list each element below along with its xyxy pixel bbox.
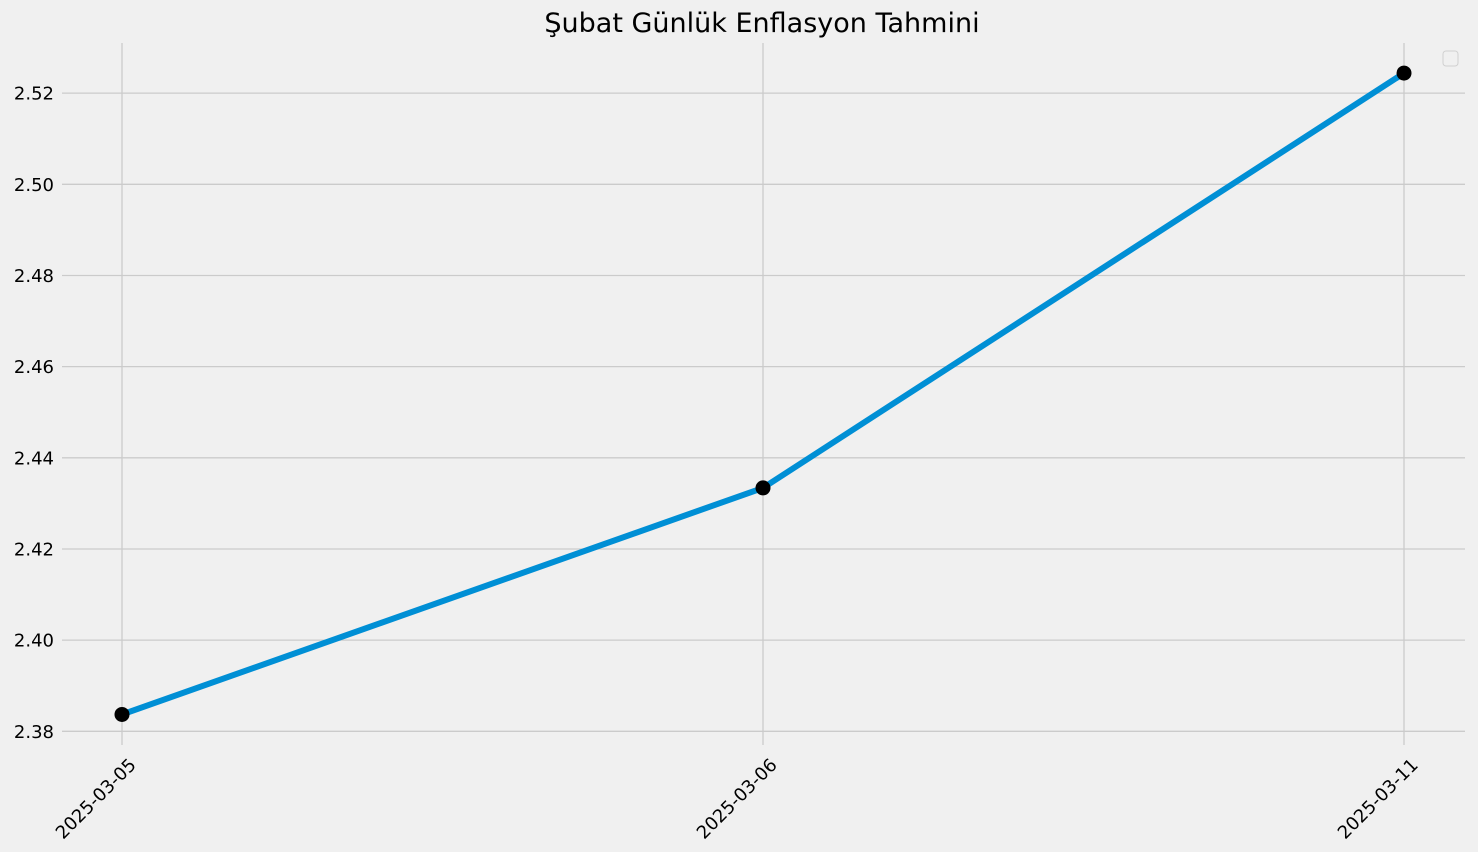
chart-title: Şubat Günlük Enflasyon Tahmini bbox=[544, 8, 979, 39]
data-point bbox=[755, 480, 771, 496]
data-point bbox=[1396, 65, 1412, 81]
legend-box bbox=[1442, 50, 1459, 67]
series-layer bbox=[114, 65, 1412, 722]
y-tick-label: 2.52 bbox=[14, 84, 54, 105]
y-tick-label: 2.40 bbox=[14, 631, 54, 652]
y-tick-label: 2.38 bbox=[14, 722, 54, 743]
legend bbox=[1442, 50, 1459, 67]
x-gridlines bbox=[121, 43, 1405, 745]
data-point bbox=[114, 706, 130, 722]
y-tick-label: 2.44 bbox=[14, 448, 54, 469]
y-tick-label: 2.42 bbox=[14, 539, 54, 560]
y-tick-label: 2.48 bbox=[14, 266, 54, 287]
y-tick-label: 2.50 bbox=[14, 175, 54, 196]
y-axis-tick-labels: 2.38 2.40 2.42 2.44 2.46 2.48 2.50 2.52 bbox=[14, 84, 54, 743]
y-tick-label: 2.46 bbox=[14, 357, 54, 378]
